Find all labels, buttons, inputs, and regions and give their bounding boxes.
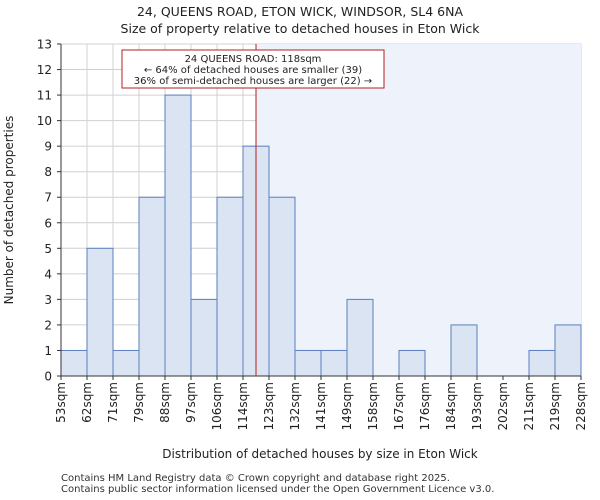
bar [190, 298, 218, 377]
x-tick-label: 228sqm [574, 382, 588, 430]
bar [528, 349, 556, 377]
annotation-line-2: ← 64% of detached houses are smaller (39… [144, 65, 362, 76]
x-tick-label: 158sqm [366, 382, 380, 430]
y-tick-label: 1 [44, 344, 52, 358]
x-tick-labels: 53sqm 62sqm 71sqm 79sqm 88sqm 97sqm 106sqm 114s… [54, 376, 588, 430]
y-tick-label: 6 [44, 216, 52, 230]
chart-subtitle: Size of property relative to detached ho… [120, 21, 480, 36]
y-tick-label: 9 [44, 140, 52, 154]
y-tick-label: 4 [44, 267, 52, 281]
bar [268, 196, 296, 377]
x-tick-label: 53sqm [54, 382, 68, 423]
bar [164, 94, 192, 377]
x-tick-label: 123sqm [262, 382, 276, 430]
y-tick-label: 12 [37, 63, 52, 77]
x-tick-label: 97sqm [184, 382, 198, 423]
y-tick-label: 5 [44, 242, 52, 256]
chart-title-block: 24, QUEENS ROAD, ETON WICK, WINDSOR, SL4… [0, 3, 600, 37]
bar [346, 298, 374, 377]
bar [112, 349, 140, 377]
chart-title: 24, QUEENS ROAD, ETON WICK, WINDSOR, SL4… [136, 4, 464, 19]
y-tick-label: 11 [37, 89, 52, 103]
bar [86, 247, 114, 377]
y-tick-label: 8 [44, 165, 52, 179]
x-tick-label: 132sqm [288, 382, 302, 430]
x-tick-label: 149sqm [340, 382, 354, 430]
bar [294, 349, 322, 377]
x-tick-label: 193sqm [470, 382, 484, 430]
x-tick-label: 71sqm [106, 382, 120, 423]
marker-layer: 24 QUEENS ROAD: 118sqm← 64% of detached … [121, 44, 385, 376]
y-tick-label: 7 [44, 191, 52, 205]
x-tick-label: 167sqm [392, 382, 406, 430]
x-tick-label: 62sqm [80, 382, 94, 423]
y-tick-label: 0 [44, 370, 52, 384]
annotation-line-3: 36% of semi-detached houses are larger (… [134, 76, 372, 87]
bar [138, 196, 166, 377]
x-tick-label: 184sqm [444, 382, 458, 430]
annotation-box [121, 49, 385, 89]
x-tick-label: 106sqm [210, 382, 224, 430]
bar [554, 324, 582, 377]
y-tick-label: 3 [44, 293, 52, 307]
bar [60, 349, 88, 377]
bar [216, 196, 244, 377]
footer-line-1: Contains HM Land Registry data © Crown c… [61, 473, 450, 484]
x-tick-label: 114sqm [236, 382, 250, 430]
x-tick-label: 202sqm [496, 382, 510, 430]
bar [398, 349, 426, 377]
bar [320, 349, 348, 377]
x-tick-label: 219sqm [548, 382, 562, 430]
y-tick-label: 13 [37, 38, 52, 52]
x-tick-label: 211sqm [522, 382, 536, 430]
x-tick-label: 79sqm [132, 382, 146, 423]
highlight-layer [256, 44, 581, 376]
y-tick-label: 2 [44, 318, 52, 332]
x-tick-label: 176sqm [418, 382, 432, 430]
x-tick-label: 141sqm [314, 382, 328, 430]
x-tick-label: 88sqm [158, 382, 172, 423]
annotation-line-1: 24 QUEENS ROAD: 118sqm [185, 54, 322, 65]
larger-region-highlight [256, 44, 581, 376]
y-axis-label: Number of detached properties [2, 116, 16, 305]
y-tick-label: 10 [37, 114, 52, 128]
bar [450, 324, 478, 377]
footer-line-2: Contains public sector information licen… [61, 484, 495, 495]
x-axis-label: Distribution of detached houses by size … [162, 447, 477, 461]
